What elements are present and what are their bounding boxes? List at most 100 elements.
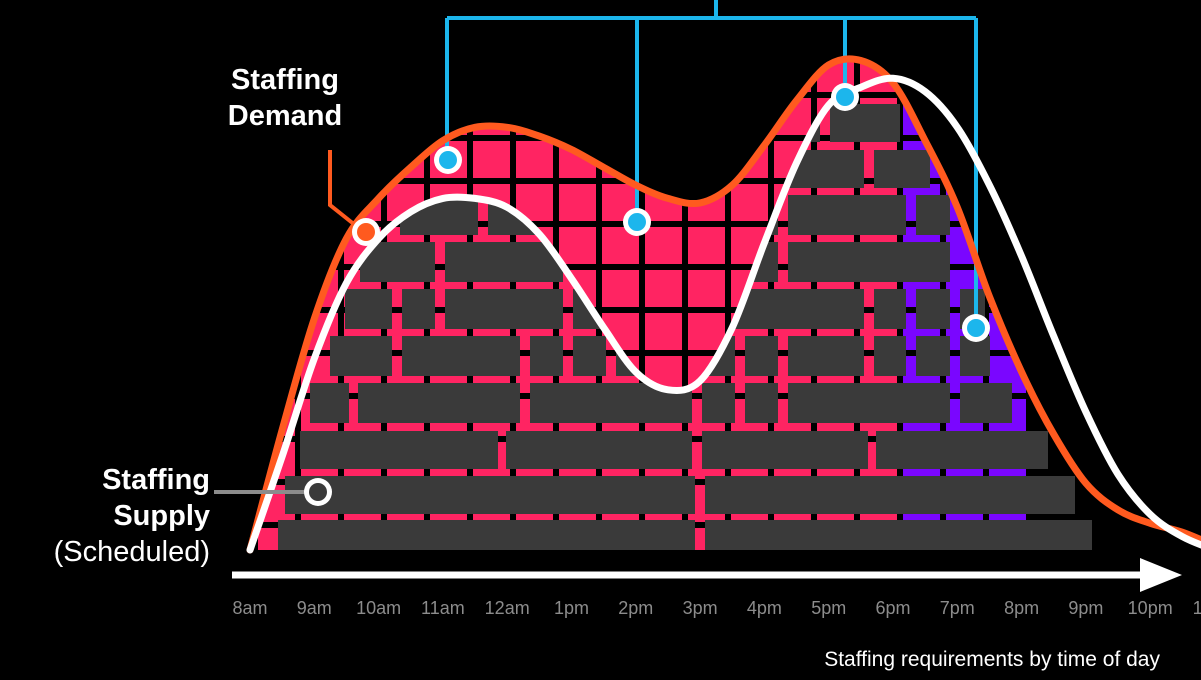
demand-cell (387, 58, 424, 92)
shift-block (916, 336, 950, 376)
x-tick-label: 10pm (1128, 598, 1173, 618)
shift-block (960, 336, 990, 376)
shift-block (788, 195, 906, 235)
demand-cell (688, 58, 725, 92)
x-tick-label: 11pm (1193, 598, 1201, 618)
demand-cell (989, 98, 1026, 135)
shift-block (705, 476, 1075, 514)
demand-cell (688, 270, 725, 307)
demand-cell (559, 58, 596, 92)
demand-cell (645, 227, 682, 264)
demand-cell (559, 227, 596, 264)
demand-cell (688, 141, 725, 178)
x-tick-label: 10am (356, 598, 401, 618)
demand-cell (688, 98, 725, 135)
surplus-marker-9pm (962, 314, 990, 342)
shift-block (788, 242, 950, 282)
x-tick-label: 1pm (554, 598, 589, 618)
demand-label-line2: Demand (227, 100, 343, 132)
crossover-marker-6pm (831, 83, 859, 111)
shift-block (876, 431, 1048, 469)
x-tick-label: 2pm (618, 598, 653, 618)
x-tick-label: 8am (232, 598, 267, 618)
demand-cell (258, 141, 295, 178)
shift-block (358, 383, 520, 423)
shift-block (960, 383, 1012, 423)
x-tick-label: 8pm (1004, 598, 1039, 618)
demand-cell (258, 313, 295, 350)
shift-block (285, 476, 695, 514)
x-tick-label: 9pm (1068, 598, 1103, 618)
shift-block (506, 431, 692, 469)
supply-series-line (246, 74, 1201, 554)
demand-cell (731, 98, 768, 135)
x-tick-label: 12am (485, 598, 530, 618)
shift-block (300, 431, 498, 469)
x-axis-title: Staffing requirements by time of day (824, 648, 1160, 671)
supply-label: Staffing Supply (Scheduled) (0, 462, 210, 570)
shift-block (310, 383, 349, 423)
demand-cell (731, 184, 768, 221)
demand-label-line1: Staffing (231, 64, 339, 96)
demand-cell (989, 58, 1026, 92)
demand-cell (301, 141, 338, 178)
x-axis (232, 558, 1182, 592)
demand-cell (989, 141, 1026, 178)
shift-block (874, 336, 906, 376)
demand-label: Staffing Demand (200, 62, 370, 134)
label-connectors (214, 150, 357, 494)
shift-block (402, 289, 435, 329)
demand-cell (602, 58, 639, 92)
shift-block (445, 242, 563, 282)
demand-cell (559, 184, 596, 221)
demand-cell (645, 313, 682, 350)
shift-block (702, 431, 868, 469)
demand-cell (301, 227, 338, 264)
shift-block (345, 289, 392, 329)
shift-block (874, 289, 906, 329)
chart-markers (304, 83, 990, 506)
demand-cell (387, 98, 424, 135)
shift-block (573, 336, 606, 376)
demand-cell (258, 270, 295, 307)
demand-cell (344, 141, 381, 178)
demand-cell (645, 98, 682, 135)
x-tick-label: 4pm (747, 598, 782, 618)
shift-block (916, 289, 950, 329)
crossover-marker-3pm (623, 208, 651, 236)
demand-cell (473, 58, 510, 92)
demand-marker-10am (352, 218, 380, 246)
x-axis-arrowhead (1140, 558, 1182, 592)
shift-block (445, 289, 563, 329)
shift-block (530, 336, 563, 376)
demand-cell (258, 356, 295, 393)
x-tick-label: 9am (297, 598, 332, 618)
demand-cell (731, 58, 768, 92)
shift-block (788, 336, 864, 376)
shift-block (702, 383, 735, 423)
x-tick-label: 5pm (811, 598, 846, 618)
shift-block (278, 520, 695, 550)
shift-block (874, 150, 930, 188)
shift-block (330, 336, 392, 376)
demand-cell (688, 313, 725, 350)
shift-block (705, 520, 1092, 550)
shift-block (702, 289, 864, 329)
demand-cell (688, 227, 725, 264)
demand-cell (258, 184, 295, 221)
demand-cell (516, 141, 553, 178)
demand-cell (602, 98, 639, 135)
shift-block (916, 195, 950, 235)
shift-block (788, 383, 950, 423)
shift-block (745, 383, 778, 423)
x-tick-label: 6pm (875, 598, 910, 618)
supply-label-line3: (Scheduled) (53, 536, 210, 568)
x-axis-ticks: 8am 9am 10am 11am 12am 1pm 2pm 3pm 4pm 5pm 6pm 7pm 8… (232, 598, 1201, 618)
demand-cell (258, 227, 295, 264)
shift-block (745, 336, 778, 376)
x-tick-label: 11am (421, 598, 465, 618)
demand-cell (645, 58, 682, 92)
demand-marker-11am (434, 146, 462, 174)
